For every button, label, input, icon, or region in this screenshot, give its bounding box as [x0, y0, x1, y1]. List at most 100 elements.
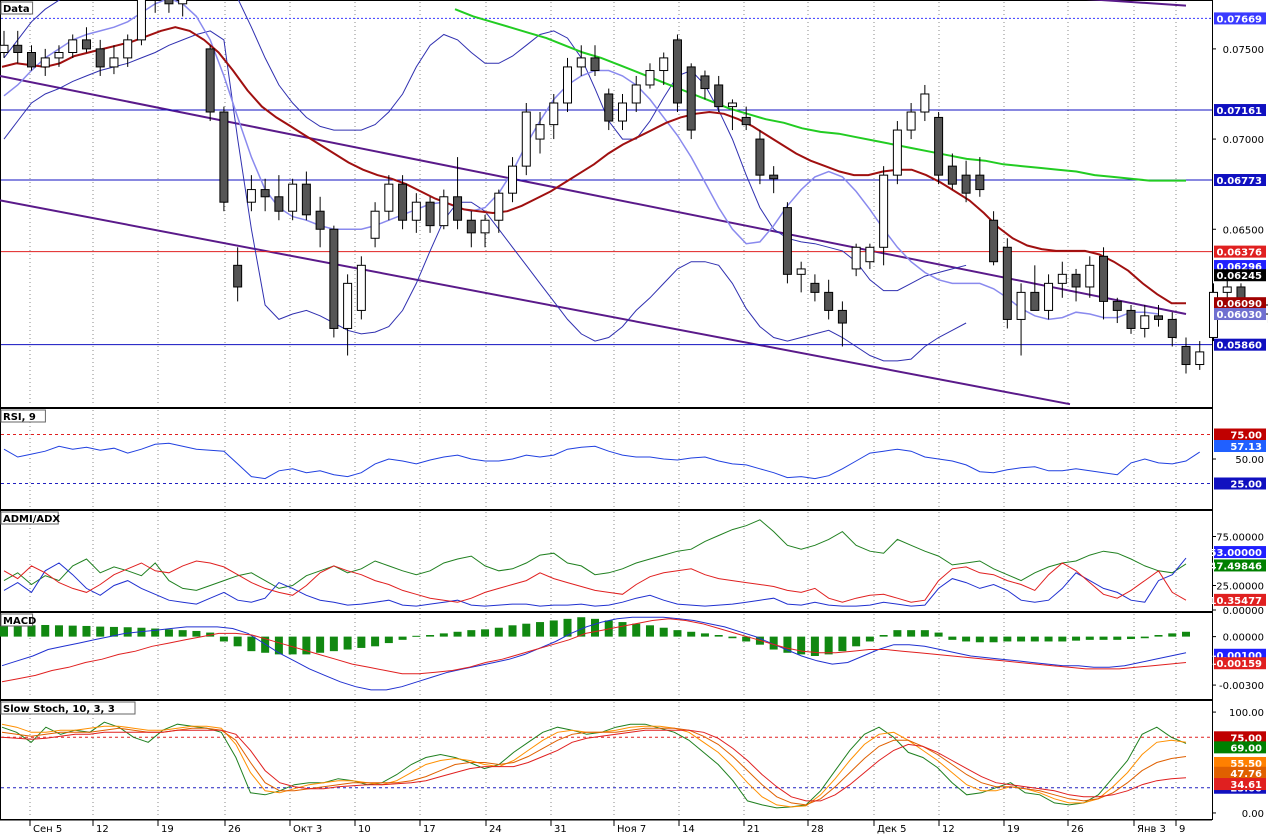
- value-badge: 0.06245: [1216, 271, 1262, 282]
- x-tick-label: Сен 5: [33, 824, 62, 834]
- adx-line-0: [3, 519, 1187, 591]
- candle-body: [205, 48, 215, 113]
- stoch-badge-bg: [1214, 766, 1266, 779]
- x-tick-label: 12: [942, 824, 955, 834]
- candle-body: [1181, 345, 1191, 366]
- candle: [329, 225, 339, 338]
- stoch-badge: 34.61: [1230, 780, 1262, 791]
- candle-body: [480, 219, 490, 234]
- bollinger-upper: [3, 0, 967, 292]
- value-badge-bg: [1214, 269, 1266, 282]
- stoch-badge-75: 75.00: [1230, 733, 1262, 744]
- macd-bar: [151, 628, 160, 637]
- candle-body: [1016, 291, 1026, 320]
- macd-bar: [591, 618, 599, 637]
- candle: [0, 30, 9, 58]
- macd-bar: [824, 636, 833, 655]
- adx-badge: 10.35477: [1209, 596, 1262, 607]
- candle: [851, 243, 861, 277]
- candle: [154, 0, 156, 13]
- macd-tick-label: -0.00300: [1219, 681, 1264, 692]
- candle-body: [645, 70, 655, 86]
- candle: [810, 274, 820, 302]
- candle: [343, 274, 353, 356]
- macd-bar: [810, 636, 819, 656]
- macd-bar: [948, 636, 957, 640]
- candle: [315, 196, 325, 248]
- macd-bar: [481, 629, 490, 637]
- macd-bar: [508, 625, 517, 637]
- candle: [672, 34, 682, 113]
- candle: [274, 175, 284, 221]
- macd-bar: [536, 622, 545, 637]
- macd-bar: [467, 630, 476, 637]
- candle-body: [370, 210, 380, 239]
- rsi-last-value-bg: [1214, 440, 1266, 453]
- macd-badge: -0.00100: [1212, 651, 1262, 662]
- macd-bar: [783, 636, 792, 653]
- candle: [301, 171, 311, 221]
- macd-bar: [1182, 631, 1190, 637]
- macd-bar: [1127, 636, 1136, 640]
- macd-bar: [907, 630, 916, 637]
- macd-bar: [27, 625, 36, 637]
- candle-body: [810, 282, 820, 293]
- candle: [1112, 297, 1122, 324]
- candle-body: [384, 183, 394, 212]
- candle-body: [989, 219, 999, 263]
- stoch-badge-bg: [1214, 756, 1266, 769]
- level-badge-bg: [1214, 12, 1266, 25]
- candle-body: [1112, 300, 1122, 311]
- candle-body: [1057, 273, 1067, 284]
- candle: [837, 301, 847, 347]
- candle-body: [1099, 255, 1109, 302]
- macd-bar: [728, 636, 737, 639]
- macd-bar: [962, 636, 971, 642]
- adx-line-2: [3, 560, 1187, 603]
- candle-body: [906, 111, 916, 131]
- candle: [260, 178, 270, 212]
- stoch-line-0: [1, 721, 1187, 809]
- candle: [865, 243, 875, 269]
- candle-body: [109, 57, 119, 68]
- candle: [1016, 283, 1026, 356]
- candle-body: [288, 183, 298, 212]
- candle: [494, 189, 504, 233]
- candle-body: [549, 102, 559, 126]
- candle-body: [315, 210, 325, 230]
- macd-bar: [687, 631, 696, 637]
- level-badge: 0.05860: [1216, 341, 1262, 352]
- rsi-last-value: 57.13: [1230, 442, 1262, 453]
- panel-title-data: Data: [3, 4, 30, 15]
- macd-bar: [1030, 636, 1039, 642]
- rsi-tick-label: 50.00: [1235, 455, 1264, 466]
- panel-title-data-box: [0, 1, 34, 15]
- candle: [1195, 341, 1205, 370]
- stoch-badge: 55.50: [1230, 759, 1262, 770]
- candle: [384, 175, 394, 221]
- level-badge: 0.06376: [1216, 248, 1262, 259]
- macd-bar: [41, 624, 50, 637]
- macd-bar: [659, 627, 668, 637]
- value-badge-bg: [1214, 308, 1266, 321]
- macd-bar: [13, 625, 22, 637]
- candle-body: [879, 174, 889, 248]
- candle: [755, 130, 765, 185]
- x-axis-band: [0, 820, 1268, 834]
- candle: [68, 34, 78, 58]
- macd-bar: [192, 630, 201, 637]
- stoch-tick-label: 100.00: [1229, 708, 1264, 719]
- panel-frame-0: [0, 0, 1213, 408]
- macd-bar: [1072, 636, 1081, 641]
- panel-title-stoch-box: [0, 701, 136, 715]
- macd-bar: [522, 623, 531, 637]
- value-badge: 0.06090: [1216, 299, 1262, 310]
- candle-body: [26, 52, 36, 68]
- macd-bar: [1154, 635, 1163, 637]
- candle: [233, 247, 243, 302]
- macd-bar: [109, 626, 118, 637]
- stoch-badge-75-bg: [1214, 731, 1266, 744]
- candle: [1154, 305, 1164, 327]
